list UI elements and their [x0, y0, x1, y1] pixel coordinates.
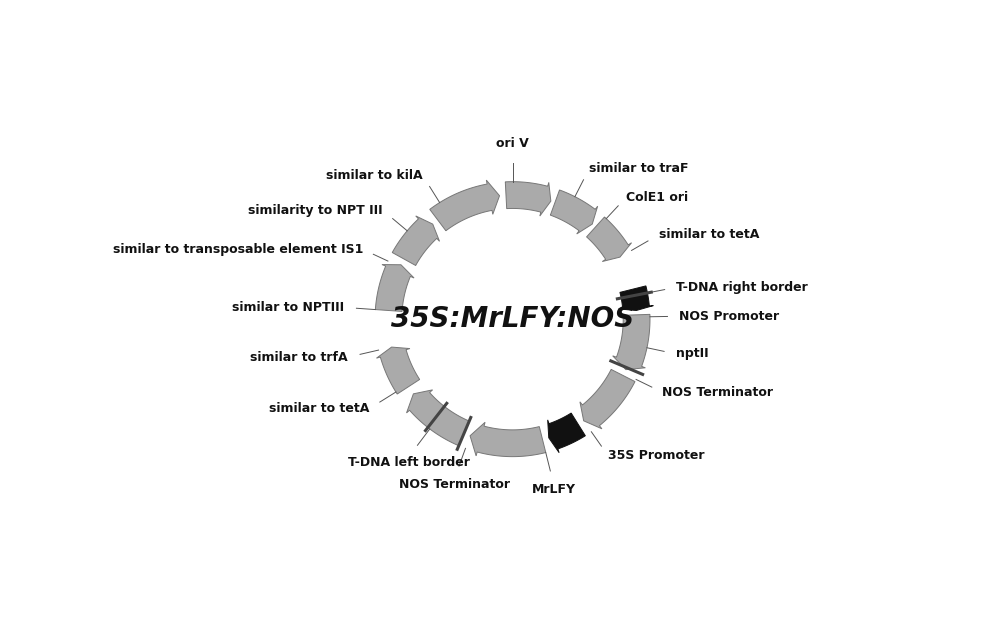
Text: T-DNA right border: T-DNA right border [676, 281, 808, 294]
Text: similar to trfA: similar to trfA [250, 351, 348, 363]
Text: ColE1 ori: ColE1 ori [626, 191, 688, 204]
Text: NOS Promoter: NOS Promoter [679, 310, 779, 323]
Polygon shape [619, 286, 653, 310]
Polygon shape [470, 422, 546, 457]
Text: T-DNA left border: T-DNA left border [348, 456, 470, 469]
Text: NOS Terminator: NOS Terminator [662, 386, 773, 399]
Polygon shape [505, 181, 551, 216]
Polygon shape [550, 190, 598, 234]
Text: MrLFY: MrLFY [531, 483, 575, 496]
Text: similar to NPTIII: similar to NPTIII [232, 301, 344, 314]
Polygon shape [375, 265, 414, 312]
Text: ori V: ori V [496, 137, 529, 150]
Polygon shape [407, 390, 469, 446]
Text: nptII: nptII [676, 348, 708, 360]
Text: similar to tetA: similar to tetA [269, 403, 369, 415]
Polygon shape [587, 217, 632, 262]
Polygon shape [580, 370, 635, 428]
Text: similar to transposable element IS1: similar to transposable element IS1 [113, 243, 364, 256]
Polygon shape [376, 347, 420, 394]
Polygon shape [613, 314, 650, 370]
Polygon shape [548, 413, 585, 453]
Text: 35S:MrLFY:NOS: 35S:MrLFY:NOS [391, 305, 634, 333]
Text: 35S Promoter: 35S Promoter [608, 449, 705, 462]
Text: NOS Terminator: NOS Terminator [399, 478, 510, 491]
Text: similar to traF: similar to traF [589, 162, 689, 175]
Text: similar to kilA: similar to kilA [326, 169, 423, 182]
Text: similarity to NPT III: similarity to NPT III [248, 204, 383, 217]
Polygon shape [392, 216, 440, 265]
Polygon shape [430, 180, 500, 231]
Text: similar to tetA: similar to tetA [659, 228, 759, 241]
